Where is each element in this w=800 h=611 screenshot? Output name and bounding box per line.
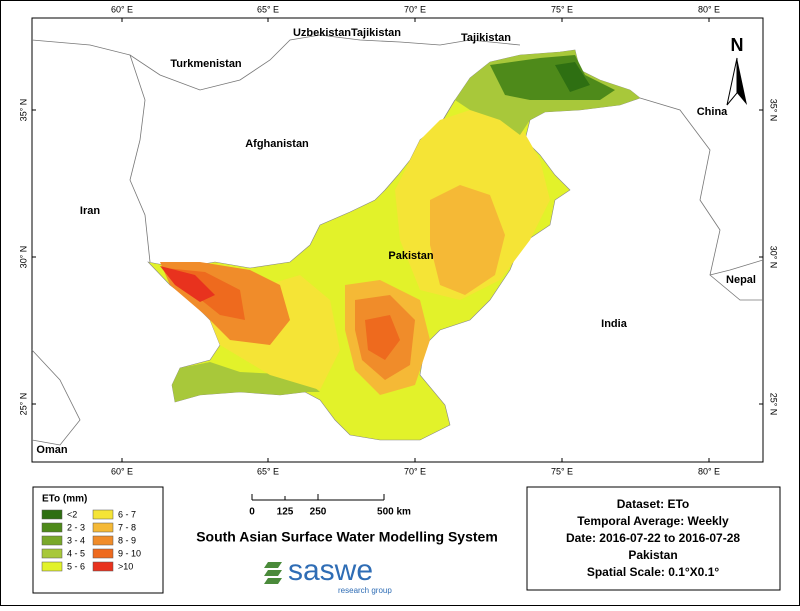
border (31, 34, 521, 91)
eto-zone (430, 185, 505, 295)
eto-zone (365, 315, 400, 360)
system-title: South Asian Surface Water Modelling Syst… (196, 529, 498, 545)
legend-swatch (92, 535, 114, 546)
place-label: Oman (36, 444, 67, 456)
logo-name: saswe (288, 554, 373, 587)
eto-zone (160, 266, 215, 302)
north-label: N (731, 35, 744, 55)
place-label: India (601, 318, 628, 330)
legend-swatch (41, 509, 63, 520)
legend: ETo (mm) <2 2 - 3 3 - 4 4 - 5 5 - 6 6 - 7 7 - … (32, 486, 164, 594)
lon-label: 65° E (257, 4, 279, 14)
north-arrow: N (726, 35, 747, 106)
scale-label: 125 (277, 507, 294, 518)
place-label: Nepal (726, 274, 756, 286)
scale-bar: 0 125 250 500 km (249, 494, 411, 518)
legend-label: 2 - 3 (67, 522, 85, 532)
legend-label: >10 (118, 561, 133, 571)
legend-swatch (92, 509, 114, 520)
info-box: Dataset: ETo Temporal Average: Weekly Date… (526, 486, 781, 591)
legend-swatch (41, 535, 63, 546)
lon-label: 70° E (404, 4, 426, 14)
legend-title: ETo (mm) (42, 494, 87, 505)
place-label: Tajikistan (461, 32, 511, 44)
legend-swatch (41, 548, 63, 559)
lat-label: 30° N (18, 246, 28, 269)
eto-zone (172, 362, 320, 402)
info-line: Dataset: ETo (617, 497, 689, 511)
lon-label: 75° E (551, 4, 573, 14)
place-label: Turkmenistan (170, 58, 242, 70)
lon-label: 60° E (111, 466, 133, 476)
scale-label: 0 (249, 507, 255, 518)
map-area (31, 17, 764, 463)
legend-label: 7 - 8 (118, 522, 136, 532)
eto-zone (555, 62, 590, 92)
lat-label: 30° N (769, 246, 779, 269)
legend-label: 6 - 7 (118, 509, 136, 519)
legend-swatch (41, 561, 63, 572)
info-line: Pakistan (628, 548, 677, 562)
info-line: Date: 2016-07-22 to 2016-07-28 (566, 531, 740, 545)
lat-label: 35° N (769, 99, 779, 122)
lat-label: 35° N (18, 99, 28, 122)
legend-swatch (92, 522, 114, 533)
scale-label: 500 km (377, 507, 411, 518)
lon-label: 80° E (698, 466, 720, 476)
lat-label: 25° N (18, 393, 28, 416)
scale-label: 250 (310, 507, 327, 518)
legend-swatch (41, 522, 63, 533)
border (31, 349, 81, 446)
scale-line (251, 494, 385, 501)
lon-label: 60° E (111, 4, 133, 14)
legend-label: 5 - 6 (67, 561, 85, 571)
legend-swatch (92, 561, 114, 572)
border (639, 97, 763, 301)
legend-label: 3 - 4 (67, 535, 85, 545)
border (129, 54, 151, 263)
arrow (737, 58, 747, 105)
logo: saswe research group (264, 554, 392, 595)
place-label: Tajikistan (351, 27, 401, 39)
place-label: Uzbekistan (293, 27, 351, 39)
legend-label: 9 - 10 (118, 548, 141, 558)
lon-label: 70° E (404, 466, 426, 476)
info-line: Temporal Average: Weekly (577, 514, 729, 528)
info-line: Spatial Scale: 0.1°X0.1° (587, 565, 720, 579)
place-label: China (697, 106, 728, 118)
legend-label: 8 - 9 (118, 535, 136, 545)
eto-zone (490, 55, 615, 100)
legend-swatch (92, 548, 114, 559)
lon-label: 65° E (257, 466, 279, 476)
place-label: Pakistan (388, 250, 434, 262)
legend-label: <2 (67, 509, 77, 519)
place-label: Iran (80, 205, 100, 217)
lon-label: 75° E (551, 466, 573, 476)
border (709, 259, 764, 276)
place-label: Afghanistan (245, 138, 309, 150)
info-frame (526, 486, 781, 591)
logo-tagline: research group (338, 586, 392, 595)
lat-label: 25° N (769, 393, 779, 416)
logo-icon (264, 562, 282, 584)
legend-label: 4 - 5 (67, 548, 85, 558)
lon-label: 80° E (698, 4, 720, 14)
